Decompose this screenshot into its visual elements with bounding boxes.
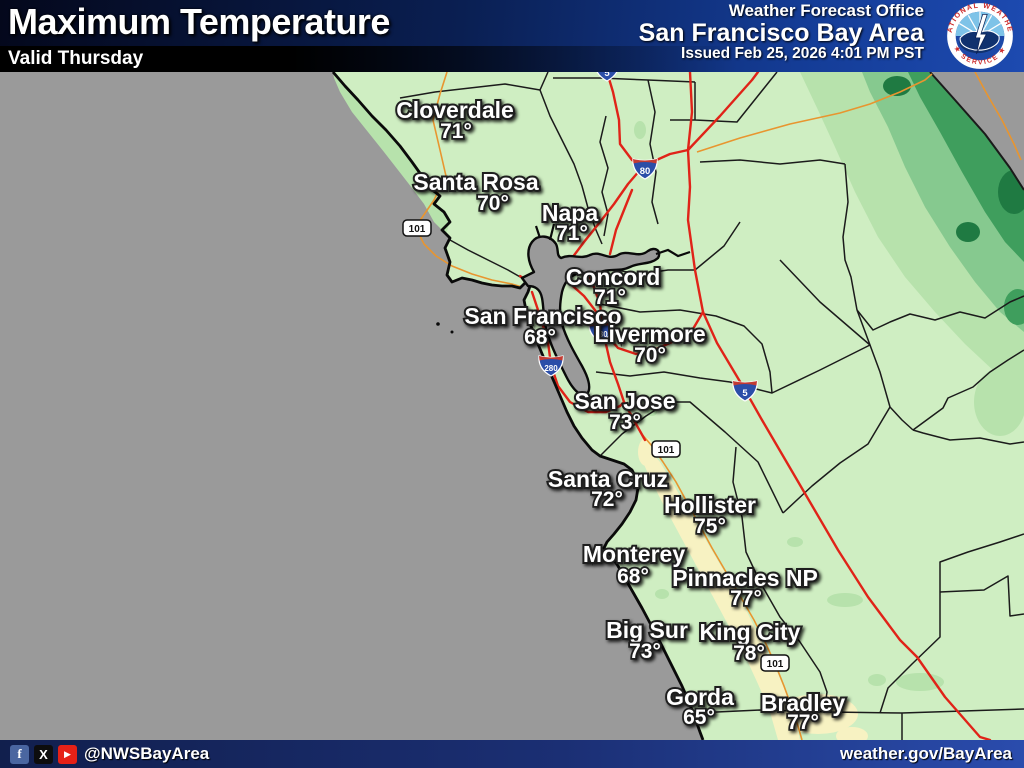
farallon-islands: [450, 330, 454, 334]
shield-number: 580: [594, 330, 608, 339]
shield-number: 5: [742, 388, 748, 399]
city-label: Bradley: [761, 690, 846, 716]
city-label: Napa: [542, 200, 598, 226]
major-roads: [518, 72, 992, 740]
highway-shield-5: 5: [596, 72, 618, 82]
highway-shield-80: 80: [632, 158, 658, 180]
highway-shield-5: 5: [732, 380, 758, 402]
highway-shield-280: 280: [538, 355, 564, 377]
valid-label: Valid Thursday: [8, 48, 144, 69]
shield-number: 80: [640, 166, 651, 177]
us-route-shield: [651, 440, 681, 458]
highway-shield-101: 101: [402, 219, 432, 237]
valid-band: Valid Thursday: [0, 46, 1024, 72]
interstate-shield: [596, 72, 618, 82]
website-url: weather.gov/BayArea: [840, 744, 1012, 763]
terrain-blob: [883, 76, 911, 96]
city-label: Concord: [566, 264, 661, 290]
temp-label: 75°: [694, 515, 726, 538]
shield-number: 101: [767, 659, 784, 670]
city-label: Hollister: [664, 492, 756, 518]
terrain-coastal-hills: [333, 72, 450, 234]
footer-bar: f X ▶ @NWSBayArea weather.gov/BayArea: [0, 740, 1024, 768]
temp-label: 68°: [617, 565, 649, 588]
interstate-shield-band: [589, 322, 613, 327]
page-title: Maximum Temperature: [8, 1, 390, 42]
coastline: [331, 72, 705, 740]
social-handle: @NWSBayArea: [84, 744, 210, 763]
city-label: Santa Rosa: [413, 169, 538, 195]
temp-label: 70°: [477, 192, 509, 215]
interstate-shield-band: [733, 381, 757, 386]
highway-shields: 5 101 80 580 280 5 101 101: [402, 72, 790, 672]
city-label: Livermore: [594, 321, 705, 347]
temp-label: 77°: [730, 587, 762, 610]
office-label: Weather Forecast Office: [728, 1, 924, 20]
city-label: San Francisco: [464, 303, 621, 329]
shield-number: 101: [409, 224, 426, 235]
delta-channels: [534, 223, 691, 258]
city-label: Santa Cruz: [548, 466, 668, 492]
state-border: [929, 72, 1024, 191]
highway-shield-101: 101: [760, 654, 790, 672]
nws-logo: NATIONAL WEATHER ★ SERVICE ★: [945, 1, 1014, 70]
us-route-shield: [760, 654, 790, 672]
temp-label: 71°: [556, 222, 588, 245]
temp-label: 71°: [440, 120, 472, 143]
city-label: King City: [700, 619, 801, 645]
city-label: San Jose: [575, 388, 676, 414]
temp-label: 68°: [524, 326, 556, 349]
interstate-shield-band: [539, 356, 563, 361]
city-label: Big Sur: [606, 617, 688, 643]
temp-label: 70°: [634, 344, 666, 367]
facebook-icon: f: [10, 744, 29, 764]
temp-label: 73°: [629, 640, 661, 663]
shield-number: 101: [658, 445, 675, 456]
office-block: Weather Forecast Office San Francisco Ba…: [639, 2, 924, 62]
county-borders: [399, 72, 1024, 740]
youtube-icon: ▶: [58, 744, 77, 764]
temp-label: 73°: [609, 411, 641, 434]
farallon-islands: [436, 322, 440, 326]
x-twitter-icon: X: [34, 744, 53, 764]
city-label: Pinnacles NP: [672, 565, 818, 591]
temp-label: 65°: [683, 706, 715, 729]
valley-warm-blob: [836, 727, 868, 740]
temp-label: 77°: [787, 711, 819, 734]
temp-label: 71°: [594, 286, 626, 309]
city-label: Cloverdale: [396, 97, 514, 123]
temp-label: 78°: [733, 642, 765, 665]
interstate-shield-band: [633, 159, 657, 164]
out-of-area-corner: [930, 72, 1024, 190]
us-route-shield: [402, 219, 432, 237]
shield-number: 5: [604, 72, 610, 79]
terrain-blob: [956, 222, 980, 242]
city-label: Gorda: [666, 684, 734, 710]
land: [333, 72, 1024, 740]
highway-shield-580: 580: [588, 321, 614, 343]
issued-timestamp: Issued Feb 25, 2026 4:01 PM PST: [681, 45, 924, 63]
city-label: Monterey: [583, 541, 685, 567]
header-banner: Maximum Temperature Valid Thursday Weath…: [0, 0, 1024, 72]
office-name: San Francisco Bay Area: [638, 18, 924, 47]
map-area: 5 101 80 580 280 5 101 101 Cloverdale 71° Santa R…: [0, 72, 1024, 740]
terrain-blob: [974, 368, 1024, 436]
san-francisco-bay: [520, 235, 661, 397]
temp-label: 72°: [591, 488, 623, 511]
valley-warm-blob: [638, 438, 654, 466]
highway-shield-101: 101: [651, 440, 681, 458]
shield-number: 280: [544, 364, 558, 373]
